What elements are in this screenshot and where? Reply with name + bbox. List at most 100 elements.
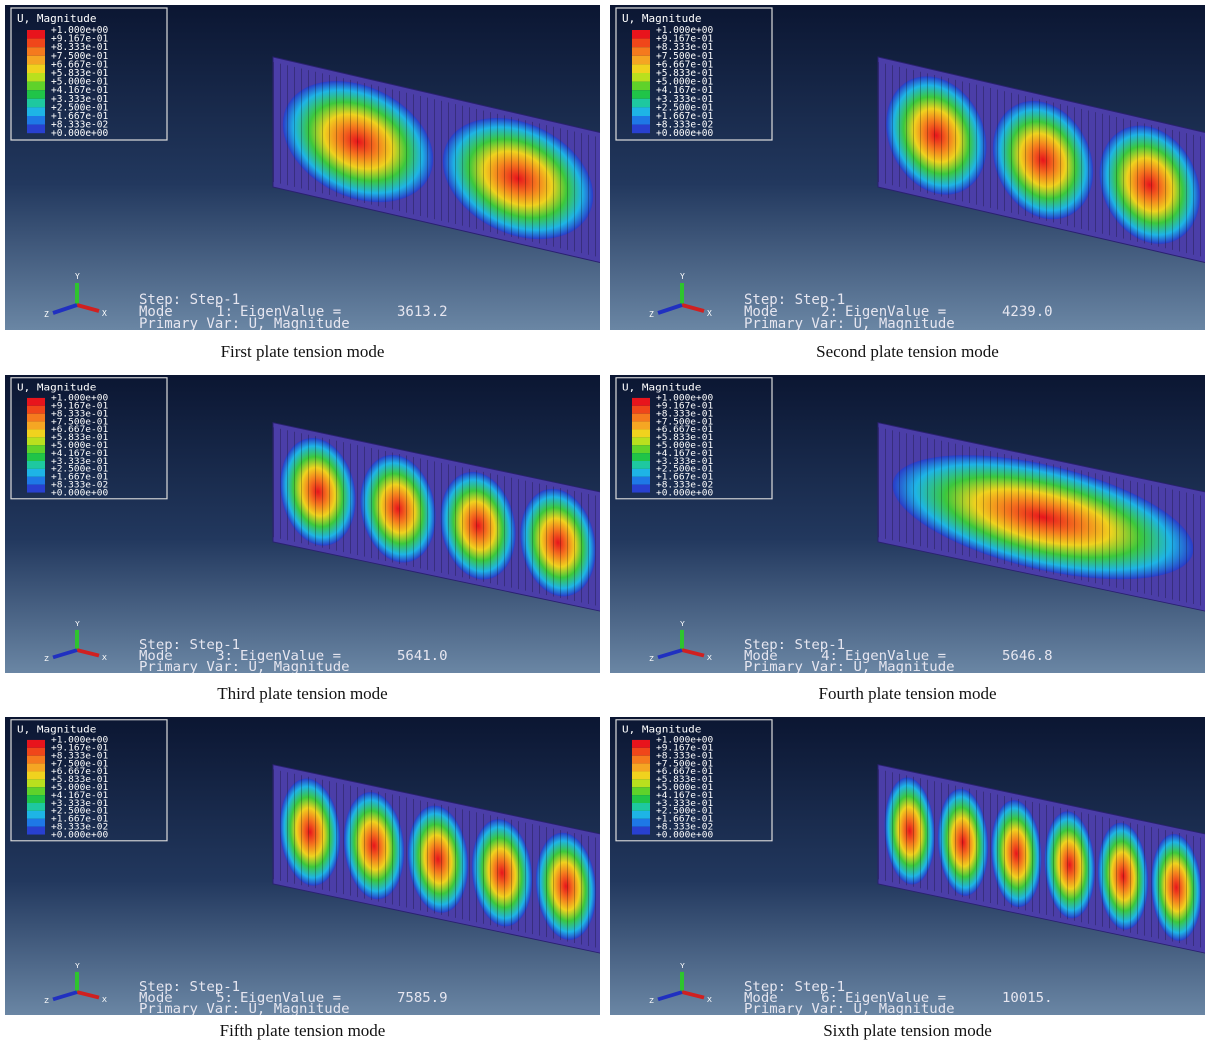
viewport: U, Magnitude+1.000e+00+9.167e-01+8.333e-… — [5, 5, 600, 330]
legend-band — [27, 125, 45, 134]
legend-band — [27, 827, 45, 835]
axis-label: X — [102, 309, 107, 318]
legend-band — [632, 437, 650, 445]
viewport-panel: U, Magnitude+1.000e+00+9.167e-01+8.333e-… — [610, 375, 1205, 673]
primary-var: Primary Var: U, Magnitude — [139, 316, 350, 330]
legend-band — [27, 422, 45, 430]
legend-title: U, Magnitude — [622, 724, 701, 735]
legend-band — [27, 795, 45, 803]
legend-band — [27, 82, 45, 91]
primary-var: Primary Var: U, Magnitude — [139, 1003, 350, 1015]
legend-band — [632, 469, 650, 477]
legend-band — [27, 771, 45, 779]
legend-band — [27, 740, 45, 748]
axis-label: X — [102, 653, 107, 662]
legend-band — [632, 756, 650, 764]
axis-label: Y — [680, 620, 685, 629]
legend-band — [27, 429, 45, 437]
caption: Third plate tension mode — [5, 684, 600, 704]
legend-label: +0.000e+00 — [51, 128, 108, 139]
axis-label: X — [707, 653, 712, 662]
legend-band — [27, 56, 45, 65]
axis-label: Y — [680, 272, 685, 281]
legend-band — [632, 56, 650, 65]
legend-band — [632, 398, 650, 406]
legend-band — [27, 90, 45, 99]
legend-title: U, Magnitude — [622, 382, 701, 393]
legend-band — [632, 125, 650, 134]
legend-band — [632, 787, 650, 795]
legend-band — [27, 779, 45, 787]
axis-label: Z — [649, 996, 654, 1005]
legend-band — [27, 477, 45, 485]
viewport: U, Magnitude+1.000e+00+9.167e-01+8.333e-… — [610, 5, 1205, 330]
viewport: U, Magnitude+1.000e+00+9.167e-01+8.333e-… — [610, 375, 1205, 673]
viewport-panel: U, Magnitude+1.000e+00+9.167e-01+8.333e-… — [5, 375, 600, 673]
legend-band — [632, 406, 650, 414]
legend-label: +0.000e+00 — [51, 831, 108, 841]
legend-band — [632, 90, 650, 99]
viewport-panel: U, Magnitude+1.000e+00+9.167e-01+8.333e-… — [610, 5, 1205, 330]
legend-band — [27, 453, 45, 461]
legend-band — [27, 30, 45, 39]
viewport: U, Magnitude+1.000e+00+9.167e-01+8.333e-… — [5, 717, 600, 1015]
legend-band — [632, 477, 650, 485]
axis-label: Z — [44, 654, 49, 663]
viewport-panel: U, Magnitude+1.000e+00+9.167e-01+8.333e-… — [5, 717, 600, 1015]
axis-label: Y — [75, 962, 80, 971]
viewport-panel: U, Magnitude+1.000e+00+9.167e-01+8.333e-… — [5, 5, 600, 330]
primary-var: Primary Var: U, Magnitude — [744, 1003, 955, 1015]
legend-band — [632, 461, 650, 469]
legend-band — [27, 485, 45, 493]
viewport: U, Magnitude+1.000e+00+9.167e-01+8.333e-… — [610, 717, 1205, 1015]
legend-band — [27, 819, 45, 827]
legend-band — [27, 99, 45, 108]
viewport-panel: U, Magnitude+1.000e+00+9.167e-01+8.333e-… — [610, 717, 1205, 1015]
legend-band — [27, 437, 45, 445]
legend-band — [27, 748, 45, 756]
caption: Fourth plate tension mode — [610, 684, 1205, 704]
legend-band — [27, 73, 45, 82]
legend-band — [632, 30, 650, 39]
primary-var: Primary Var: U, Magnitude — [744, 661, 955, 673]
legend-band — [27, 107, 45, 116]
legend-label: +0.000e+00 — [656, 489, 713, 499]
legend-band — [632, 116, 650, 125]
legend-band — [632, 82, 650, 91]
legend-band — [632, 73, 650, 82]
legend-title: U, Magnitude — [622, 12, 701, 25]
legend-band — [632, 107, 650, 116]
legend-band — [632, 429, 650, 437]
eigenvalue: 5641.0 — [397, 650, 448, 664]
legend-band — [632, 445, 650, 453]
legend-band — [632, 779, 650, 787]
axis-label: X — [102, 995, 107, 1004]
axis-label: Z — [649, 654, 654, 663]
legend-band — [27, 461, 45, 469]
legend-title: U, Magnitude — [17, 12, 96, 25]
axis-label: Z — [649, 310, 654, 319]
legend-band — [27, 406, 45, 414]
legend-band — [27, 756, 45, 764]
legend-label: +0.000e+00 — [656, 831, 713, 841]
legend-band — [632, 414, 650, 422]
axis-label: X — [707, 309, 712, 318]
primary-var: Primary Var: U, Magnitude — [139, 661, 350, 673]
axis-label: Z — [44, 996, 49, 1005]
legend-band — [27, 414, 45, 422]
axis-label: Y — [680, 962, 685, 971]
legend-band — [27, 787, 45, 795]
legend-band — [632, 795, 650, 803]
legend-band — [632, 740, 650, 748]
eigenvalue: 7585.9 — [397, 992, 448, 1006]
legend-band — [632, 803, 650, 811]
axis-label: Y — [75, 620, 80, 629]
legend-band — [27, 811, 45, 819]
legend-band — [632, 485, 650, 493]
axis-label: Y — [75, 272, 80, 281]
legend-title: U, Magnitude — [17, 382, 96, 393]
legend-band — [27, 116, 45, 125]
viewport: U, Magnitude+1.000e+00+9.167e-01+8.333e-… — [5, 375, 600, 673]
legend-band — [632, 819, 650, 827]
legend-band — [632, 47, 650, 56]
